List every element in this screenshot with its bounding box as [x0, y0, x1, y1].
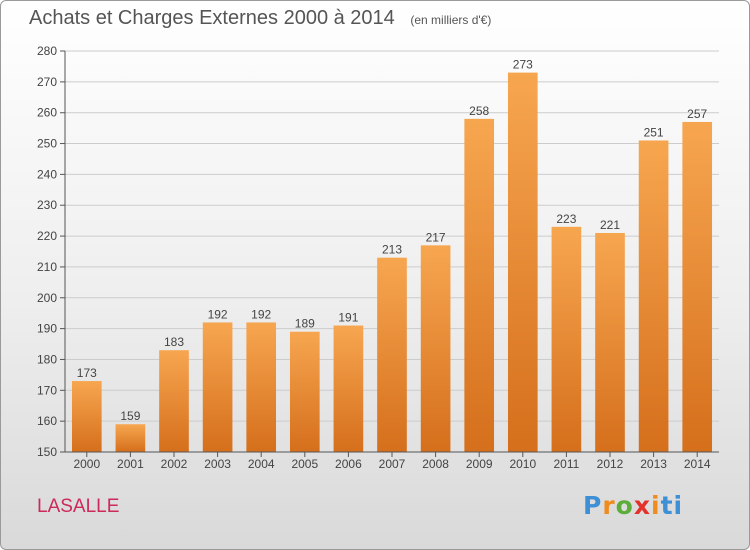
y-tick-label: 270 — [37, 75, 57, 89]
bar — [289, 331, 320, 452]
x-tick-label: 2003 — [204, 457, 231, 471]
data-label: 183 — [164, 335, 184, 349]
y-tick-label: 170 — [37, 383, 57, 397]
bar — [551, 226, 582, 452]
y-tick-label: 260 — [37, 106, 57, 120]
bar — [115, 424, 146, 452]
x-tick-label: 2009 — [466, 457, 493, 471]
chart-title-block: Achats et Charges Externes 2000 à 2014 (… — [29, 7, 491, 30]
x-tick-label: 2012 — [597, 457, 624, 471]
data-label: 173 — [77, 366, 97, 380]
x-tick-label: 2000 — [73, 457, 100, 471]
y-tick-label: 160 — [37, 414, 57, 428]
x-tick-label: 2007 — [379, 457, 406, 471]
brand-letter: ti — [660, 491, 684, 520]
data-label: 258 — [469, 104, 489, 118]
data-label: 273 — [513, 58, 533, 72]
x-tick-label: 2014 — [684, 457, 711, 471]
y-tick-label: 210 — [37, 260, 57, 274]
bar — [638, 140, 669, 452]
bars — [71, 72, 713, 452]
brand-letter: i — [651, 491, 661, 520]
x-tick-label: 2011 — [553, 457, 579, 471]
bar — [420, 245, 451, 452]
data-label: 192 — [208, 307, 228, 321]
bar — [682, 121, 713, 452]
x-tick-label: 2004 — [248, 457, 275, 471]
chart-subtitle: (en milliers d'€) — [410, 13, 492, 27]
data-label: 257 — [687, 107, 707, 121]
y-tick-label: 180 — [37, 352, 57, 366]
bar — [333, 325, 364, 452]
y-tick-label: 250 — [37, 137, 57, 151]
data-label: 251 — [644, 125, 664, 139]
data-label: 213 — [382, 243, 402, 257]
bar — [595, 232, 625, 452]
x-tick-label: 2006 — [335, 457, 362, 471]
bar — [202, 322, 233, 452]
data-label: 189 — [295, 317, 315, 331]
place-name: LASALLE — [37, 496, 120, 517]
data-label: 191 — [338, 311, 358, 325]
x-tick-label: 2008 — [422, 457, 449, 471]
labels: 150 160 170 180 190 200 210 220 230 240 250 260 270 2… — [37, 44, 711, 471]
x-tick-label: 2005 — [291, 457, 318, 471]
data-label: 159 — [120, 409, 140, 423]
y-tick-label: 190 — [37, 322, 57, 336]
bar — [507, 72, 538, 452]
x-tick-label: 2001 — [117, 457, 144, 471]
y-tick-label: 240 — [37, 167, 57, 181]
x-tick-label: 2013 — [640, 457, 667, 471]
y-tick-label: 150 — [37, 445, 57, 459]
y-tick-label: 220 — [37, 229, 57, 243]
data-label: 223 — [556, 212, 576, 226]
bar — [71, 381, 102, 452]
axes — [60, 50, 719, 457]
x-tick-label: 2002 — [161, 457, 188, 471]
brand-letter: o — [615, 491, 634, 520]
data-label: 221 — [600, 218, 620, 232]
y-tick-label: 200 — [37, 291, 57, 305]
bar — [159, 350, 189, 452]
chart-title: Achats et Charges Externes 2000 à 2014 — [29, 7, 395, 29]
brand-letter: x — [633, 491, 651, 520]
brand-logo: Proxiti — [583, 491, 683, 520]
data-label: 192 — [251, 307, 271, 321]
bar — [464, 118, 495, 452]
data-label: 217 — [426, 230, 446, 244]
x-tick-label: 2010 — [509, 457, 536, 471]
bar — [377, 257, 407, 452]
y-tick-label: 230 — [37, 198, 57, 212]
bar — [246, 322, 277, 452]
brand-letter: P — [583, 491, 603, 520]
brand-letter: r — [602, 491, 616, 520]
y-tick-label: 280 — [37, 44, 57, 58]
